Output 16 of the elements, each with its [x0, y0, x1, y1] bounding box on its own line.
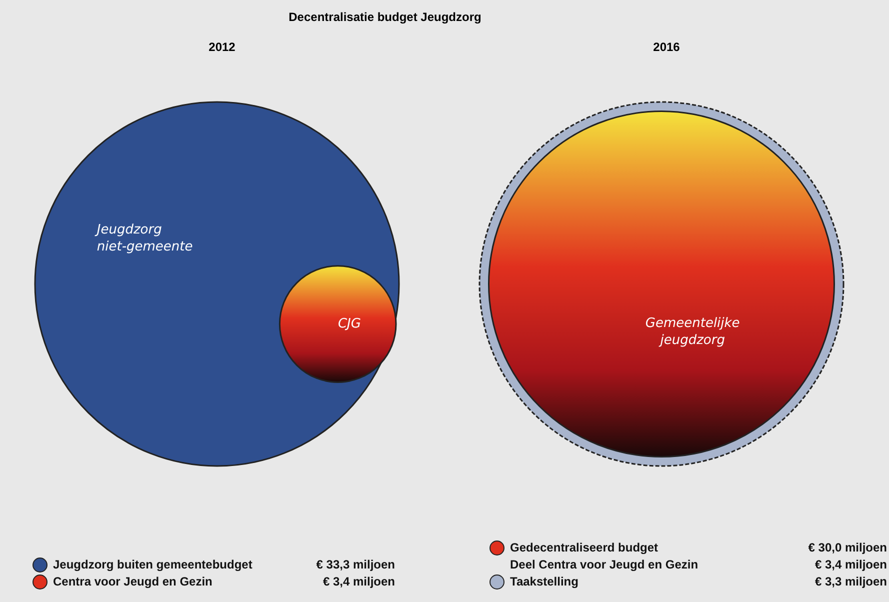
text: Jeugdzorg niet-gemeente — [94, 222, 193, 254]
text: 2016 — [652, 40, 681, 54]
data-label: € 30,0 miljoen — [808, 540, 887, 554]
category-label: Centra voor Jeugd en Gezin — [53, 574, 212, 588]
category-label: Jeugdzorg buiten gemeentebudget — [53, 557, 252, 572]
data-label: € 33,3 miljoen — [316, 557, 395, 572]
data-label: € 3,3 miljoen — [814, 574, 887, 588]
category-label: Deel Centra voor Jeugd en Gezin — [510, 557, 698, 572]
text: 2012 — [208, 40, 236, 54]
category-label: Gedecentraliseerd budget — [510, 540, 658, 554]
category-label: Taakstelling — [510, 574, 578, 588]
data-label: € 3,4 miljoen — [322, 574, 395, 588]
data-label: € 3,4 miljoen — [814, 557, 887, 572]
text: CJG — [338, 316, 361, 332]
text: Gemeentelijke jeugdzorg — [645, 316, 740, 348]
text: Decentralisatie budget Jeugdzorg — [288, 10, 482, 24]
